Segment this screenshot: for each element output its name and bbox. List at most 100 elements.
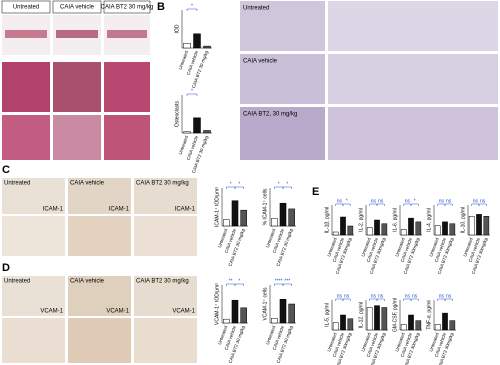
column-label: CAIA BT2 30 mg/kg xyxy=(101,5,154,11)
significance-bracket xyxy=(234,186,244,189)
y-axis-label: IL-2, pg/ml xyxy=(358,208,364,232)
column-label: Untreated xyxy=(13,5,39,11)
panel-label: D xyxy=(2,262,10,274)
significance-bracket xyxy=(186,93,198,96)
bar xyxy=(449,223,456,236)
significance-label: * xyxy=(238,181,240,187)
y-axis-label: IL-6, pg/ml xyxy=(392,208,398,232)
category-label: Untreated xyxy=(428,237,440,258)
y-axis-label: GM-CSF, pg/ml xyxy=(392,298,398,332)
marker-label: VCAM-1 xyxy=(172,309,195,315)
bar xyxy=(374,305,380,331)
significance-label: ns xyxy=(405,198,411,204)
significance-label: ns xyxy=(337,293,343,299)
significance-bracket xyxy=(186,8,198,11)
bar xyxy=(240,307,247,324)
bar xyxy=(449,320,456,331)
bar xyxy=(400,324,407,331)
marker-label: ICAM-1 xyxy=(175,207,196,213)
category-label: Untreated xyxy=(326,237,338,258)
bar xyxy=(340,216,346,236)
significance-label: ns xyxy=(439,293,445,299)
column-label: CAIA BT2 30 mg/kg xyxy=(136,181,189,187)
row-label: CAIA BT2, 30 mg/kg xyxy=(243,112,297,118)
bar xyxy=(442,312,448,331)
y-axis-label: ICAM-1⁺ IOD/μm² xyxy=(214,187,220,227)
bar xyxy=(288,208,295,227)
significance-label: ns xyxy=(378,198,384,204)
significance-label: * xyxy=(278,181,280,187)
significance-label: ns xyxy=(473,198,479,204)
bar xyxy=(279,299,287,324)
row-label: Untreated xyxy=(243,6,269,12)
row-label: CAIA vehicle xyxy=(243,59,278,65)
significance-bracket xyxy=(444,203,453,206)
panel-d-images: Untreated CAIA vehicle CAIA BT2 30 mg/kg… xyxy=(2,276,197,363)
y-axis-label: VCAM-1⁺ IOD/μm² xyxy=(214,283,220,325)
category-label: Untreated xyxy=(178,50,190,71)
bar xyxy=(442,221,448,236)
bar xyxy=(340,314,346,331)
significance-label: ns xyxy=(480,198,486,204)
bar xyxy=(366,307,373,331)
bar xyxy=(468,216,475,236)
y-axis-label: VCAM-1⁺ cells xyxy=(262,287,268,320)
significance-bracket xyxy=(342,298,351,301)
bar xyxy=(203,130,211,134)
marker-label: VCAM-1 xyxy=(106,309,129,315)
panel-label: B xyxy=(157,1,165,13)
y-axis-label: TNF-α, pg/ml xyxy=(426,300,432,329)
significance-label: ns xyxy=(378,293,384,299)
significance-label: **** xyxy=(275,278,283,284)
bar xyxy=(231,200,239,227)
category-label: Untreated xyxy=(326,332,338,353)
category-label: Untreated xyxy=(265,325,277,346)
bar xyxy=(434,324,441,331)
significance-bracket xyxy=(376,203,385,206)
y-axis-label: IL-10, pg/ml xyxy=(460,207,466,233)
significance-label: * xyxy=(238,278,240,284)
significance-bracket xyxy=(342,203,351,206)
bar xyxy=(381,223,388,236)
significance-bracket xyxy=(282,186,292,189)
category-label: Untreated xyxy=(360,237,372,258)
bar xyxy=(408,314,414,331)
marker-label: VCAM-1 xyxy=(40,309,63,315)
bar xyxy=(231,299,239,324)
category-label: Untreated xyxy=(428,332,440,353)
significance-label: * xyxy=(286,181,288,187)
significance-label: * xyxy=(230,181,232,187)
category-label: Untreated xyxy=(360,332,372,353)
category-label: Untreated xyxy=(178,135,190,156)
bar xyxy=(271,218,278,227)
bar xyxy=(400,229,407,236)
bar xyxy=(434,225,441,236)
significance-label: ** xyxy=(229,278,233,284)
bar xyxy=(332,322,339,331)
bar xyxy=(347,318,354,331)
column-label: Untreated xyxy=(4,181,30,187)
significance-bracket xyxy=(444,298,453,301)
category-label: Untreated xyxy=(394,237,406,258)
bar xyxy=(183,131,191,134)
y-axis-label: IL-1β, pg/ml xyxy=(324,207,330,234)
bar xyxy=(408,217,414,236)
y-axis-label: IL-4, pg/ml xyxy=(426,208,432,232)
y-axis-label: Osteoclasts xyxy=(174,100,180,127)
significance-label: ns xyxy=(446,198,452,204)
y-axis-label: % ICAM-1⁺ cells xyxy=(262,188,268,225)
bar xyxy=(203,45,211,49)
significance-label: ns xyxy=(412,293,418,299)
bar xyxy=(381,307,388,331)
y-axis-label: IL-5, pg/ml xyxy=(324,303,330,327)
bar xyxy=(476,214,482,236)
marker-label: ICAM-1 xyxy=(109,207,130,213)
significance-label: ns xyxy=(446,293,452,299)
bar xyxy=(332,231,339,236)
panel-label: C xyxy=(2,164,10,176)
category-label: Untreated xyxy=(265,228,277,249)
bar xyxy=(374,219,380,236)
significance-label: ns xyxy=(371,198,377,204)
significance-label: * xyxy=(346,198,348,204)
column-label: CAIA vehicle xyxy=(60,5,95,11)
